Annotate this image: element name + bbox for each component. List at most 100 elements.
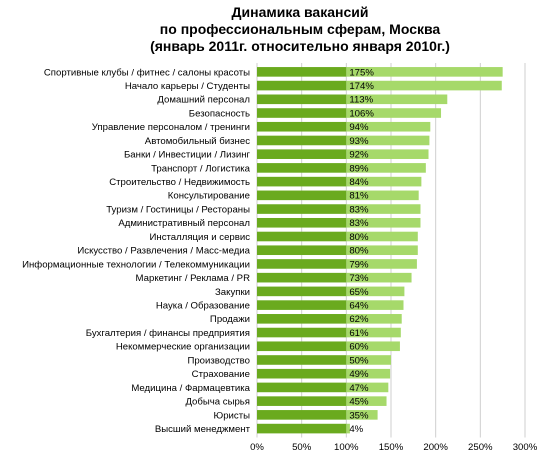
category-label-17: Наука / Образование <box>156 301 250 312</box>
value-label-2: 113% <box>349 95 373 106</box>
category-label-11: Административный персонал <box>118 218 250 229</box>
category-label-9: Консультирование <box>168 191 250 202</box>
bar-growth-17 <box>346 300 404 310</box>
category-label-4: Управление персоналом / тренинги <box>92 122 250 133</box>
value-label-25: 35% <box>349 410 369 421</box>
value-label-0: 175% <box>349 67 374 78</box>
bar-growth-10 <box>346 204 421 214</box>
category-label-14: Информационные технологии / Телекоммуник… <box>22 259 250 270</box>
bar-growth-6 <box>346 149 429 159</box>
category-label-5: Автомобильный бизнес <box>145 136 250 147</box>
bar-growth-2 <box>346 94 448 105</box>
category-label-26: Высший менеджмент <box>155 424 251 435</box>
value-label-24: 45% <box>349 397 369 408</box>
bar-growth-26 <box>346 423 350 434</box>
bar-base-1 <box>257 80 347 91</box>
bar-growth-24 <box>346 396 387 406</box>
bar-growth-14 <box>346 259 417 269</box>
bar-growth-7 <box>346 163 426 173</box>
chart-title-line-3: (январь 2011г. относительно января 2010г… <box>150 38 450 54</box>
bar-base-17 <box>257 300 347 310</box>
bar-base-3 <box>257 108 347 118</box>
category-label-24: Добыча сырья <box>185 397 250 408</box>
value-label-8: 84% <box>349 177 369 188</box>
bar-base-9 <box>257 190 347 201</box>
chart-title: Динамика вакансий по профессиональным сф… <box>150 4 450 54</box>
category-label-21: Производство <box>187 355 250 366</box>
bar-growth-19 <box>346 327 401 338</box>
category-label-3: Безопасность <box>189 108 250 119</box>
bar-growth-8 <box>346 176 422 187</box>
value-label-6: 92% <box>349 150 369 161</box>
value-label-9: 81% <box>349 191 369 202</box>
category-label-1: Начало карьеры / Студенты <box>125 81 250 92</box>
bar-base-22 <box>257 368 347 379</box>
bar-growth-21 <box>346 355 391 365</box>
category-label-13: Искусство / Развлечения / Масс-медиа <box>77 246 250 257</box>
bar-base-8 <box>257 176 347 187</box>
value-label-26: 4% <box>349 424 363 435</box>
bar-base-6 <box>257 149 347 159</box>
value-label-18: 62% <box>349 314 369 325</box>
category-label-7: Транспорт / Логистика <box>151 163 251 174</box>
bar-base-4 <box>257 121 347 132</box>
value-label-14: 79% <box>349 259 369 270</box>
bar-base-2 <box>257 94 347 105</box>
tick-label-2: 100% <box>334 442 359 453</box>
chart-title-line-2: по профессиональным сферам, Москва <box>160 21 441 37</box>
bar-growth-3 <box>346 108 442 118</box>
bar-base-14 <box>257 259 347 269</box>
bar-base-0 <box>257 67 347 77</box>
value-label-20: 60% <box>349 342 369 353</box>
bar-base-23 <box>257 382 347 393</box>
category-label-18: Продажи <box>210 314 250 325</box>
value-label-17: 64% <box>349 301 369 312</box>
bar-growth-15 <box>346 272 412 283</box>
category-label-25: Юристы <box>214 410 251 421</box>
bar-base-10 <box>257 204 347 214</box>
bar-base-19 <box>257 327 347 338</box>
bar-base-13 <box>257 245 347 256</box>
category-label-22: Страхование <box>192 369 250 380</box>
bar-growth-0 <box>346 67 503 77</box>
value-label-10: 83% <box>349 204 369 215</box>
tick-label-5: 250% <box>468 442 493 453</box>
value-label-19: 61% <box>349 328 369 339</box>
category-label-20: Некоммерческие организации <box>116 342 250 353</box>
bar-growth-5 <box>346 135 430 146</box>
category-labels: Спортивные клубы / фитнес / салоны красо… <box>22 67 251 435</box>
bar-base-11 <box>257 217 347 228</box>
bar-base-20 <box>257 341 347 352</box>
tick-label-4: 200% <box>423 442 448 453</box>
value-label-15: 73% <box>349 273 369 284</box>
category-label-15: Маркетинг / Реклама / PR <box>136 273 251 284</box>
category-label-10: Туризм / Гостиницы / Рестораны <box>106 204 250 215</box>
bar-growth-12 <box>346 231 418 242</box>
value-label-11: 83% <box>349 218 369 229</box>
x-axis-tick-labels: 0% 50% 100% 150% 200% 250% 300% <box>250 442 538 453</box>
bar-growth-4 <box>346 121 431 132</box>
value-label-3: 106% <box>349 108 374 119</box>
bar-base-7 <box>257 163 347 173</box>
bar-growth-25 <box>346 410 378 420</box>
value-label-12: 80% <box>349 232 369 243</box>
value-labels: 175% 174% 113% 106% 94% 93% 92% 89% 84% 81% 83% 83%… <box>349 67 374 435</box>
tick-label-6: 300% <box>513 442 538 453</box>
bar-base-12 <box>257 231 347 242</box>
bar-growth-9 <box>346 190 419 201</box>
bar-base-26 <box>257 423 347 434</box>
bar-base-24 <box>257 396 347 406</box>
tick-label-1: 50% <box>292 442 312 453</box>
category-label-8: Строительство / Недвижимость <box>109 177 250 188</box>
bar-base-25 <box>257 410 347 420</box>
value-label-22: 49% <box>349 369 369 380</box>
category-label-2: Домашний персонал <box>157 95 250 106</box>
bar-base-5 <box>257 135 347 146</box>
bar-base-18 <box>257 314 347 324</box>
bar-growth-13 <box>346 245 418 256</box>
category-label-6: Банки / Инвестиции / Лизинг <box>124 150 250 161</box>
bars <box>257 67 503 434</box>
bar-growth-22 <box>346 368 391 379</box>
value-label-21: 50% <box>349 355 369 366</box>
bar-growth-23 <box>346 382 389 393</box>
